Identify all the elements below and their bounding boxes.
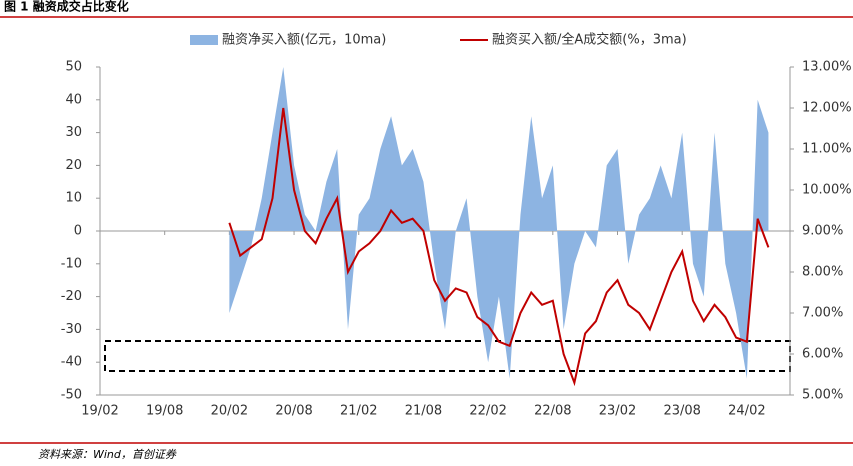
y-tick-label: 10 [65, 191, 82, 206]
y2-tick-label: 8.00% [802, 265, 843, 280]
y2-tick-label: 13.00% [802, 60, 852, 75]
x-tick-label: 24/02 [728, 404, 765, 419]
x-tick-label: 23/02 [599, 404, 636, 419]
y2-tick-label: 7.00% [802, 306, 843, 321]
y-tick-label: -30 [61, 322, 82, 337]
x-tick-label: 22/08 [534, 404, 571, 419]
y-tick-label: 30 [65, 125, 82, 140]
x-tick-label: 21/08 [405, 404, 442, 419]
y2-tick-label: 10.00% [802, 183, 852, 198]
x-tick-label: 22/02 [469, 404, 506, 419]
x-tick-label: 20/02 [211, 404, 248, 419]
y-tick-label: 0 [74, 224, 82, 239]
x-tick-label: 23/08 [663, 404, 700, 419]
area [229, 67, 769, 379]
y2-tick-label: 11.00% [802, 142, 852, 157]
x-tick-label: 19/02 [81, 404, 118, 419]
x-tick-label: 20/08 [275, 404, 312, 419]
x-tick-label: 21/02 [340, 404, 377, 419]
y2-tick-label: 6.00% [802, 347, 843, 362]
chart-title: 图 1 融资成交占比变化 [4, 0, 129, 14]
line [228, 107, 770, 387]
highlight-box [104, 340, 791, 372]
source: 资料来源：Wind，首创证券 [38, 448, 177, 461]
y-tick-label: 50 [65, 60, 82, 75]
y2-tick-label: 9.00% [802, 224, 843, 239]
x-tick-label: 19/08 [146, 404, 183, 419]
legend-label: 融资净买入额(亿元，10ma) [222, 33, 386, 48]
y2-tick-label: 12.00% [802, 101, 852, 116]
legend-swatch [190, 35, 218, 45]
y-tick-label: -10 [61, 256, 82, 271]
y-tick-label: 20 [65, 158, 82, 173]
y-tick-label: -20 [61, 289, 82, 304]
y2-tick-label: 5.00% [802, 388, 843, 403]
y-tick-label: 40 [65, 92, 82, 107]
y-tick-label: -40 [61, 355, 82, 370]
y-tick-label: -50 [61, 388, 82, 403]
legend-label: 融资买入额/全A成交额(%，3ma) [492, 32, 687, 48]
